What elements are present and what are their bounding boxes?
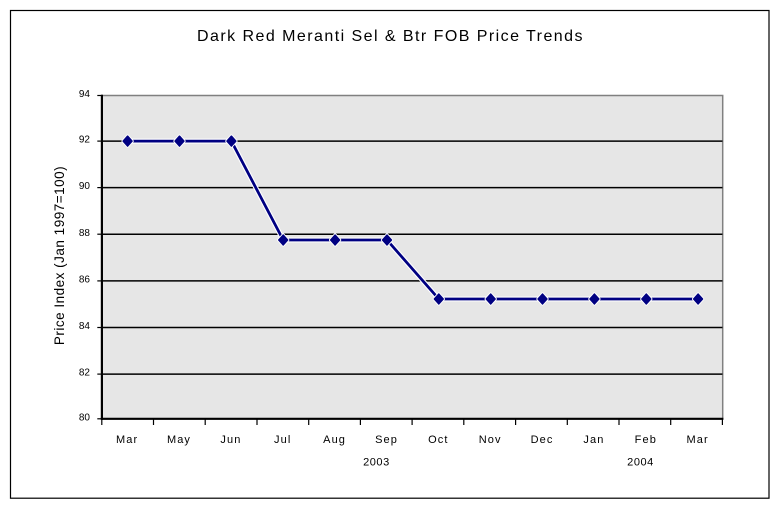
svg-text:Jun: Jun xyxy=(220,434,241,446)
svg-text:84: 84 xyxy=(79,321,91,332)
svg-text:May: May xyxy=(167,434,191,446)
svg-text:92: 92 xyxy=(79,135,91,146)
svg-text:Aug: Aug xyxy=(323,434,346,446)
svg-text:82: 82 xyxy=(79,368,91,379)
svg-text:Dark Red Meranti Sel & Btr FOB: Dark Red Meranti Sel & Btr FOB Price Tre… xyxy=(197,28,584,45)
svg-text:Oct: Oct xyxy=(428,434,448,446)
svg-text:88: 88 xyxy=(79,228,91,239)
svg-text:Feb: Feb xyxy=(635,434,657,446)
svg-text:Nov: Nov xyxy=(479,434,502,446)
svg-text:94: 94 xyxy=(79,89,91,100)
svg-text:2003: 2003 xyxy=(363,457,390,469)
svg-text:86: 86 xyxy=(79,275,91,286)
svg-text:Price Index (Jan 1997=100): Price Index (Jan 1997=100) xyxy=(52,166,67,345)
svg-text:Jul: Jul xyxy=(274,434,291,446)
svg-text:Sep: Sep xyxy=(375,434,398,446)
svg-text:Jan: Jan xyxy=(583,434,604,446)
svg-text:Mar: Mar xyxy=(686,434,708,446)
svg-text:Dec: Dec xyxy=(531,434,554,446)
svg-text:Mar: Mar xyxy=(116,434,138,446)
svg-text:2004: 2004 xyxy=(627,457,654,469)
svg-text:80: 80 xyxy=(79,412,91,423)
svg-text:90: 90 xyxy=(79,181,91,192)
